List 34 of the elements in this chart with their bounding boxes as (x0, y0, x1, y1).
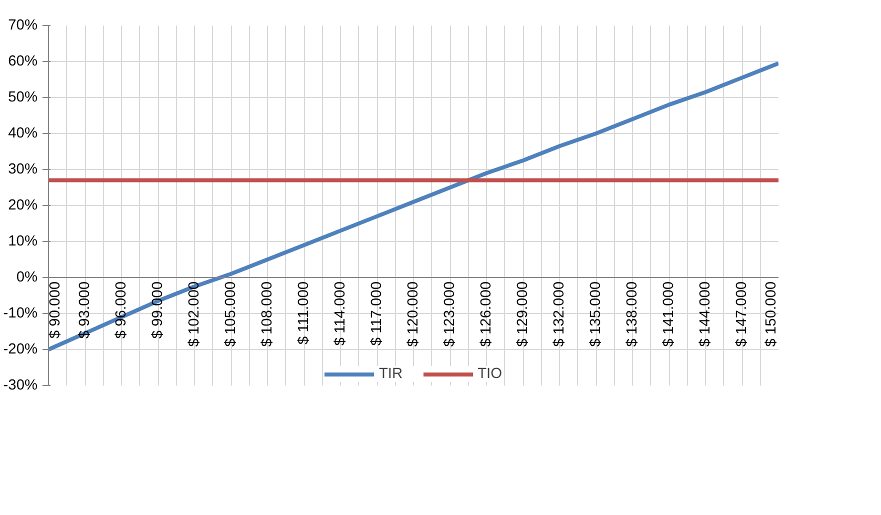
x-tick-label: $ 132.000 (552, 282, 568, 347)
x-tick-label: $ 135.000 (588, 282, 604, 347)
y-tick-label: -30% (3, 378, 38, 394)
y-tick-label: 40% (8, 126, 38, 142)
x-tick-label: $ 120.000 (406, 282, 422, 347)
x-tick-label: $ 150.000 (764, 282, 780, 347)
y-tick-label: -10% (3, 306, 38, 322)
x-tick-label: $ 138.000 (624, 282, 640, 347)
x-tick-label: $ 147.000 (734, 282, 750, 347)
x-tick-label: $ 111.000 (296, 281, 312, 345)
x-tick-label: $ 114.000 (332, 281, 348, 346)
x-tick-label: $ 96.000 (114, 281, 130, 339)
legend-label: TIO (478, 366, 502, 382)
x-tick-label: $ 117.000 (369, 281, 385, 346)
x-tick-label: $ 93.000 (77, 281, 93, 339)
x-tick-label: $ 102.000 (186, 282, 202, 347)
y-tick-label: 30% (8, 162, 38, 178)
x-tick-label: $ 108.000 (260, 282, 276, 347)
x-tick-label: $ 129.000 (515, 282, 531, 347)
x-tick-label: $ 99.000 (150, 281, 166, 339)
y-tick-label: 20% (8, 198, 38, 214)
y-tick-label: 60% (8, 54, 38, 70)
x-tick-label: $ 126.000 (478, 282, 494, 347)
x-tick-label: $ 123.000 (442, 282, 458, 347)
legend-label: TIR (378, 366, 403, 382)
x-tick-label: $ 144.000 (698, 282, 714, 347)
y-tick-label: 10% (8, 234, 38, 250)
x-tick-label: $ 141.000 (661, 282, 677, 347)
x-tick-label: $ 90.000 (48, 281, 64, 339)
y-tick-label: 50% (8, 90, 38, 106)
x-tick-label: $ 105.000 (223, 282, 239, 347)
y-tick-label: -20% (3, 342, 38, 358)
y-tick-label: 0% (16, 270, 38, 286)
y-tick-label: 70% (8, 18, 38, 34)
